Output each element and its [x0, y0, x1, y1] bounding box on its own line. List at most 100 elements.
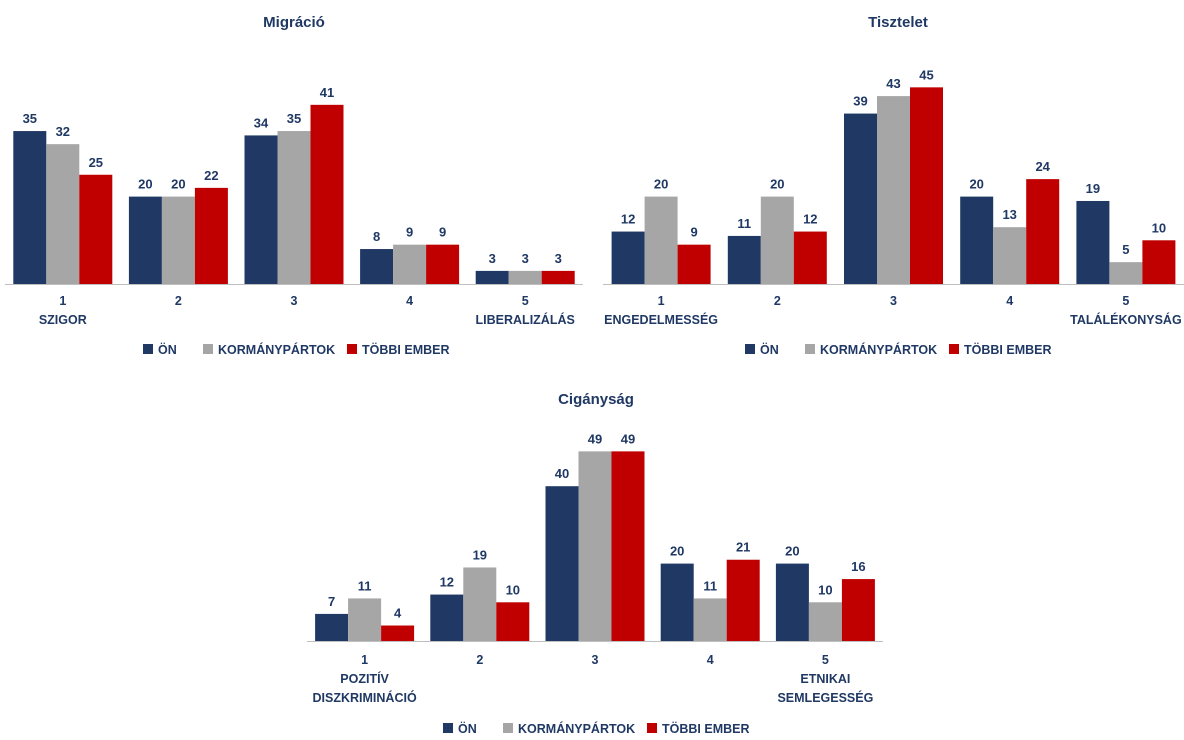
bar: [79, 174, 113, 284]
data-label: 35: [287, 111, 301, 126]
legend-label: ÖN: [458, 721, 477, 736]
data-label: 3: [522, 251, 529, 266]
data-label: 41: [320, 85, 334, 100]
data-label: 3: [489, 251, 496, 266]
bar: [726, 559, 760, 641]
bar: [808, 602, 842, 641]
data-label: 24: [1035, 159, 1050, 174]
x-tick-label: 2: [774, 294, 781, 308]
bar: [693, 598, 727, 641]
data-label: 11: [737, 216, 751, 231]
legend-swatch: [143, 344, 153, 354]
x-tick-label: 3: [890, 294, 897, 308]
bar: [244, 135, 278, 284]
legend-label: KORMÁNYPÁRTOK: [218, 342, 335, 357]
data-label: 20: [670, 544, 684, 559]
data-label: 9: [690, 225, 697, 240]
legend-label: TÖBBI EMBER: [662, 721, 750, 736]
bar: [793, 231, 827, 284]
data-label: 40: [555, 466, 569, 481]
data-label: 10: [818, 582, 832, 597]
bar: [13, 131, 47, 284]
bar: [194, 187, 228, 284]
legend-swatch: [647, 723, 657, 733]
chart-3: Cigányság 7 11 4 1 POZITÍV DISZKRIMINÁCIÓ 12 19 1…: [307, 391, 883, 736]
data-label: 34: [254, 115, 269, 130]
x-tick-label: ETNIKAI: [800, 672, 850, 686]
x-tick-label: 1: [361, 653, 368, 667]
x-tick-label: SZIGOR: [39, 313, 87, 327]
data-label: 32: [56, 124, 70, 139]
bar: [128, 196, 162, 284]
data-label: 22: [204, 168, 218, 183]
bar: [660, 563, 694, 641]
legend-swatch: [805, 344, 815, 354]
data-label: 3: [555, 251, 562, 266]
x-tick-label: TALÁLÉKONYSÁG: [1070, 312, 1182, 327]
data-label: 49: [621, 431, 635, 446]
legend-swatch: [203, 344, 213, 354]
data-label: 20: [785, 544, 799, 559]
bar: [161, 196, 195, 284]
x-tick-label: LIBERALIZÁLÁS: [476, 312, 575, 327]
bar: [578, 451, 612, 641]
bar: [545, 486, 579, 641]
data-label: 20: [654, 177, 668, 192]
data-label: 25: [89, 155, 103, 170]
legend-swatch: [443, 723, 453, 733]
x-tick-label: 1: [658, 294, 665, 308]
legend-swatch: [949, 344, 959, 354]
bar: [844, 113, 877, 284]
chart-title: Tisztelet: [868, 14, 928, 31]
legend-swatch: [503, 723, 513, 733]
legend-label: TÖBBI EMBER: [964, 342, 1052, 357]
data-label: 5: [1122, 242, 1129, 257]
bar: [360, 249, 394, 284]
data-label: 13: [1002, 207, 1016, 222]
data-label: 20: [138, 177, 152, 192]
chart-title: Cigányság: [558, 391, 634, 408]
x-tick-label: 5: [522, 294, 529, 308]
legend-label: ÖN: [158, 342, 177, 357]
data-label: 20: [171, 177, 185, 192]
bar: [315, 613, 349, 641]
bar: [348, 598, 382, 641]
data-label: 19: [473, 547, 487, 562]
data-label: 20: [770, 177, 784, 192]
bar: [993, 227, 1027, 284]
x-tick-label: 5: [1122, 294, 1129, 308]
bar: [910, 87, 943, 284]
x-tick-label: 3: [592, 653, 599, 667]
bar: [644, 196, 678, 284]
data-label: 45: [919, 67, 933, 82]
legend-label: KORMÁNYPÁRTOK: [518, 721, 635, 736]
bar: [393, 244, 427, 284]
bar: [430, 594, 464, 641]
bar: [775, 563, 809, 641]
x-tick-label: 1: [59, 294, 66, 308]
bar: [960, 196, 994, 284]
x-tick-label: 4: [1006, 294, 1013, 308]
legend-swatch: [745, 344, 755, 354]
data-label: 7: [328, 594, 335, 609]
x-tick-label: 2: [175, 294, 182, 308]
x-tick-label: 2: [476, 653, 483, 667]
bar: [310, 104, 344, 284]
bar: [46, 144, 80, 284]
bar: [611, 231, 645, 284]
bar: [463, 567, 497, 641]
bar: [541, 270, 575, 284]
bar: [475, 270, 509, 284]
legend-label: KORMÁNYPÁRTOK: [820, 342, 937, 357]
data-label: 39: [853, 94, 867, 109]
data-label: 12: [621, 212, 635, 227]
data-label: 11: [358, 578, 372, 593]
data-label: 12: [803, 212, 817, 227]
data-label: 10: [1152, 220, 1166, 235]
data-label: 4: [394, 606, 402, 621]
legend-label: TÖBBI EMBER: [362, 342, 450, 357]
x-tick-label: 4: [707, 653, 714, 667]
chart-2: Tisztelet122091ENGEDELMESSÉG112012239434…: [603, 14, 1184, 357]
bar: [760, 196, 794, 284]
bar: [496, 602, 530, 641]
